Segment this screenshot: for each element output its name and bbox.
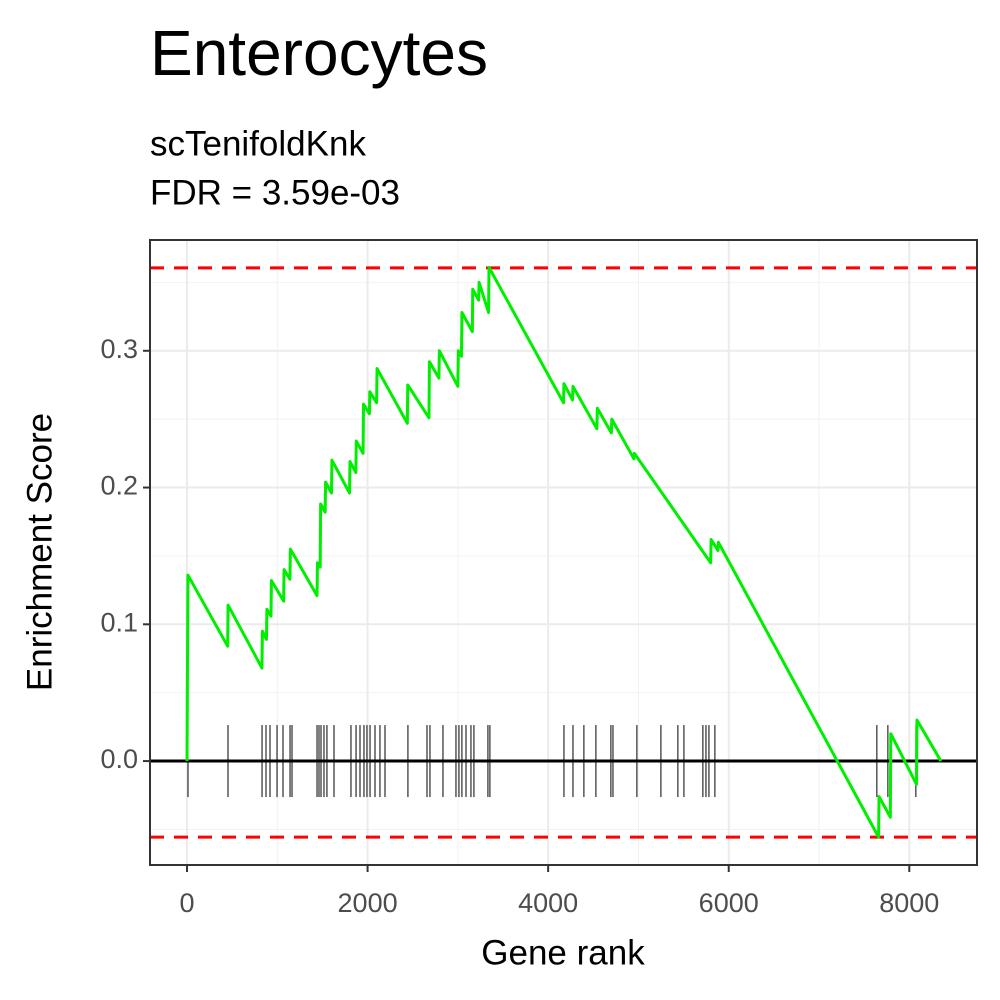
- x-axis-label: Gene rank: [481, 933, 645, 972]
- es-line: [185, 265, 943, 839]
- x-tick-label: 4000: [518, 888, 578, 918]
- chart-subtitle: scTenifoldKnk: [150, 124, 366, 163]
- y-tick-label: 0.0: [100, 744, 138, 774]
- chart-subtitle: FDR = 3.59e-03: [150, 173, 400, 212]
- x-tick-label: 2000: [338, 888, 398, 918]
- y-tick-label: 0.2: [100, 471, 138, 501]
- x-tick-label: 0: [180, 888, 195, 918]
- x-tick-label: 6000: [699, 888, 759, 918]
- panel-border: [149, 239, 978, 866]
- x-tick-label: 8000: [879, 888, 939, 918]
- y-tick-label: 0.3: [100, 334, 138, 364]
- chart-title: Enterocytes: [150, 17, 488, 89]
- y-axis-label: Enrichment Score: [20, 413, 59, 691]
- y-tick-label: 0.1: [100, 607, 138, 637]
